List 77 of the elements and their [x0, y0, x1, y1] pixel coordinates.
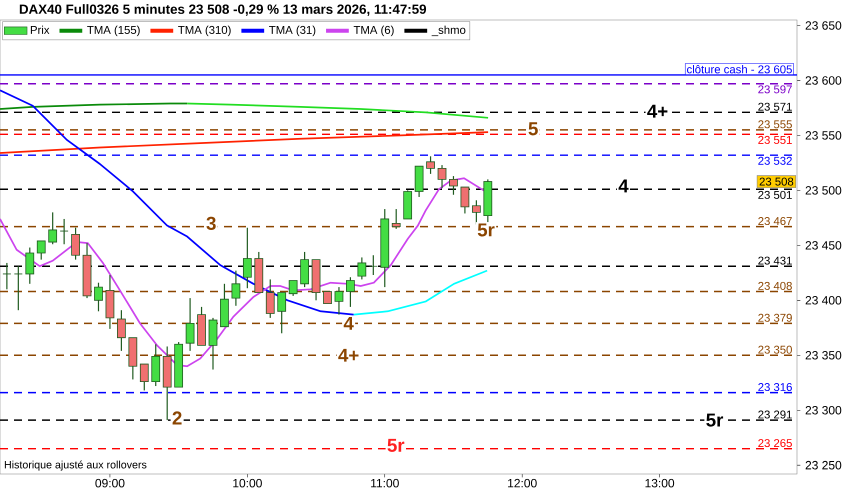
- candlestick: [426, 156, 435, 174]
- candlestick: [392, 208, 401, 230]
- candlestick: [2, 262, 12, 290]
- candlestick: [186, 298, 194, 352]
- ref-line-label: 23 431: [758, 256, 792, 265]
- annotation: Historique ajusté aux rollovers: [4, 460, 146, 471]
- legend-label: TMA (31): [269, 26, 316, 36]
- x-tick-label: 12:00: [508, 478, 537, 488]
- candlestick: [94, 282, 103, 312]
- ref-line-label: 23 571: [758, 102, 792, 111]
- chart-title: DAX40 Full0326 5 minutes 23 508 -0,29 % 13 mars 2026, 11:47:59: [20, 4, 426, 16]
- candlestick: [449, 175, 458, 196]
- y-tick-label: 23 450: [806, 241, 842, 250]
- y-tick-label: 23 500: [806, 186, 842, 195]
- ref-line-label: 23 467: [758, 217, 792, 226]
- ref-line-label: 23 532: [758, 156, 792, 165]
- y-tick-label: 23 300: [806, 406, 842, 414]
- annotation: 5r: [706, 414, 724, 427]
- candlestick: [25, 246, 34, 284]
- candlestick: [48, 212, 58, 245]
- annotation: 2: [172, 411, 182, 424]
- candlestick: [357, 256, 366, 280]
- candlestick: [242, 227, 252, 289]
- line-series: [0, 131, 489, 154]
- annotation: 4+: [338, 348, 358, 362]
- ref-line-label: 23 291: [758, 410, 792, 419]
- line-series: [352, 270, 488, 316]
- legend-label: TMA (155): [87, 26, 140, 36]
- legend-label: Prix: [30, 26, 50, 34]
- candlestick: [60, 218, 69, 245]
- annotation: 5r: [387, 438, 404, 452]
- candlestick: [438, 164, 446, 189]
- candlestick: [334, 286, 344, 316]
- ref-line-label: 23 501: [758, 190, 792, 199]
- candlestick: [71, 227, 80, 260]
- y-tick-label: 23 350: [806, 351, 842, 360]
- y-tick-label: 23 600: [806, 76, 842, 85]
- y-tick-label: 23 400: [806, 296, 842, 305]
- candlestick: [288, 280, 298, 296]
- legend-label: _shmo: [432, 26, 466, 36]
- ref-line-label: 23 379: [758, 314, 792, 322]
- annotation: 4: [618, 180, 629, 192]
- ref-line-label: 23 555: [758, 120, 792, 128]
- candlestick: [368, 254, 378, 276]
- y-tick-label: 23 650: [806, 21, 842, 30]
- annotation: 4: [344, 316, 354, 330]
- candlestick: [232, 270, 240, 306]
- y-tick-label: 23 550: [806, 131, 842, 140]
- ref-line-label: 23 350: [758, 346, 792, 354]
- candlestick: [36, 240, 46, 260]
- candlestick: [266, 278, 275, 318]
- ref-line-label: clôture cash - 23 605: [687, 64, 792, 74]
- candlestick: [460, 186, 470, 214]
- x-tick-label: 09:00: [95, 478, 124, 488]
- ref-line-label: 23 265: [758, 439, 792, 448]
- ref-line-label: 23 316: [758, 383, 792, 392]
- annotation: 23 508: [760, 178, 794, 186]
- ref-line-label: 23 551: [758, 136, 792, 144]
- candlestick: [140, 363, 149, 392]
- ref-line-label: 23 408: [758, 282, 792, 290]
- annotation: 5r: [478, 223, 495, 236]
- candlestick: [277, 292, 286, 334]
- x-tick-label: 11:00: [371, 478, 399, 488]
- annotation: 5: [528, 122, 538, 136]
- legend-label: TMA (310): [178, 26, 231, 36]
- annotation: 3: [206, 216, 216, 230]
- annotation: 4+: [647, 104, 668, 118]
- candlestick: [14, 266, 23, 311]
- candlestick: [346, 276, 355, 308]
- candlestick: [116, 310, 126, 352]
- candlestick: [323, 291, 332, 304]
- x-tick-label: 10:00: [233, 478, 262, 488]
- ref-line-label: 23 597: [758, 85, 792, 94]
- y-tick-label: 23 250: [806, 460, 842, 470]
- x-tick-label: 13:00: [645, 478, 674, 488]
- line-series: [186, 102, 489, 119]
- legend-label: TMA (6): [354, 26, 394, 36]
